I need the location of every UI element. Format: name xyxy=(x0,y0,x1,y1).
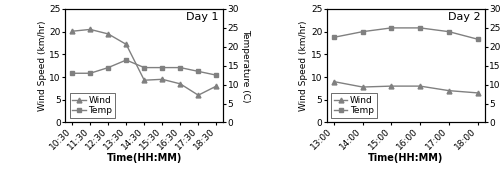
Legend: Wind, Temp: Wind, Temp xyxy=(331,93,376,118)
Y-axis label: Wind Speed (km/hr): Wind Speed (km/hr) xyxy=(299,21,308,111)
Y-axis label: Temperature (C): Temperature (C) xyxy=(242,29,250,102)
X-axis label: Time(HH:MM): Time(HH:MM) xyxy=(106,153,182,163)
Y-axis label: Wind Speed (km/hr): Wind Speed (km/hr) xyxy=(38,21,46,111)
Legend: Wind, Temp: Wind, Temp xyxy=(70,93,115,118)
Text: Day 1: Day 1 xyxy=(186,12,218,22)
Text: Day 2: Day 2 xyxy=(448,12,480,22)
X-axis label: Time(HH:MM): Time(HH:MM) xyxy=(368,153,444,163)
